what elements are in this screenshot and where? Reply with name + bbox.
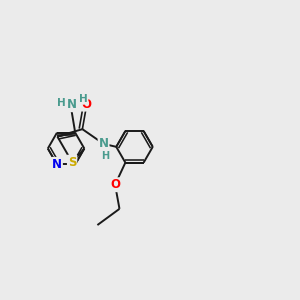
Text: H: H — [57, 98, 66, 108]
Text: N: N — [67, 98, 77, 111]
Text: O: O — [110, 178, 120, 191]
Text: O: O — [82, 98, 92, 111]
Text: H: H — [101, 151, 109, 161]
Text: H: H — [79, 94, 88, 104]
Text: N: N — [99, 137, 109, 150]
Text: S: S — [68, 156, 76, 169]
Text: N: N — [52, 158, 62, 171]
